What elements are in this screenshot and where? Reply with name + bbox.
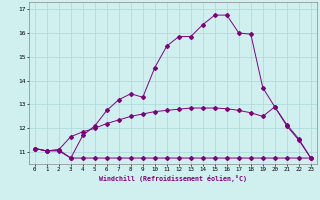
X-axis label: Windchill (Refroidissement éolien,°C): Windchill (Refroidissement éolien,°C) bbox=[99, 175, 247, 182]
